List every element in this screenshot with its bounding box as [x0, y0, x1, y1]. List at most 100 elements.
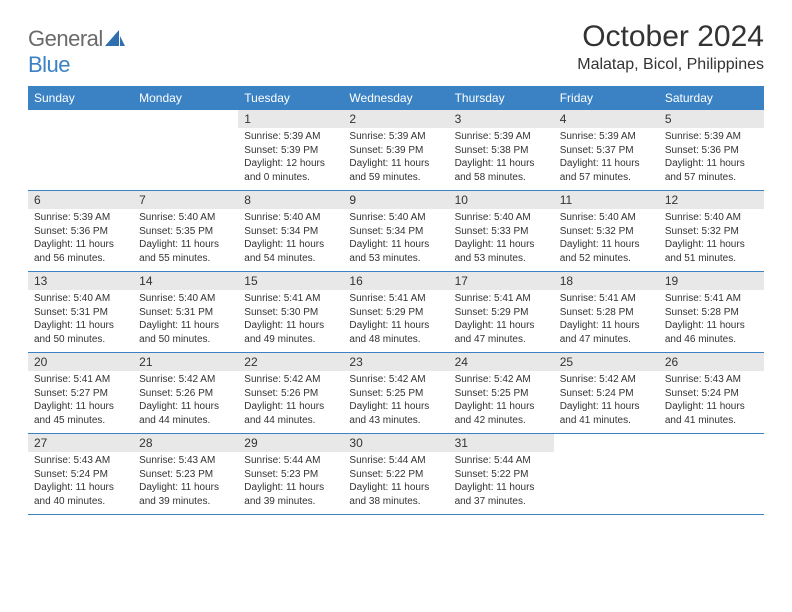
- day-number: 31: [449, 434, 554, 452]
- sunrise-line: Sunrise: 5:40 AM: [665, 211, 758, 225]
- day-content: Sunrise: 5:43 AMSunset: 5:24 PMDaylight:…: [28, 452, 133, 514]
- sunset-line: Sunset: 5:33 PM: [455, 225, 548, 239]
- day-content: Sunrise: 5:40 AMSunset: 5:34 PMDaylight:…: [238, 209, 343, 271]
- day-content: Sunrise: 5:39 AMSunset: 5:36 PMDaylight:…: [659, 128, 764, 190]
- day-cell: 23Sunrise: 5:42 AMSunset: 5:25 PMDayligh…: [343, 353, 448, 433]
- day-header-cell: Saturday: [659, 86, 764, 110]
- daylight-line: Daylight: 11 hours and 47 minutes.: [560, 319, 653, 346]
- sunset-line: Sunset: 5:28 PM: [560, 306, 653, 320]
- title-block: October 2024 Malatap, Bicol, Philippines: [577, 20, 764, 74]
- daylight-line: Daylight: 11 hours and 52 minutes.: [560, 238, 653, 265]
- day-cell: 3Sunrise: 5:39 AMSunset: 5:38 PMDaylight…: [449, 110, 554, 190]
- day-number: 5: [659, 110, 764, 128]
- sunset-line: Sunset: 5:24 PM: [34, 468, 127, 482]
- day-number: 7: [133, 191, 238, 209]
- day-number: 1: [238, 110, 343, 128]
- daylight-line: Daylight: 11 hours and 49 minutes.: [244, 319, 337, 346]
- sunrise-line: Sunrise: 5:42 AM: [244, 373, 337, 387]
- day-number: 29: [238, 434, 343, 452]
- sunset-line: Sunset: 5:29 PM: [349, 306, 442, 320]
- daylight-line: Daylight: 11 hours and 46 minutes.: [665, 319, 758, 346]
- logo: General Blue: [28, 20, 125, 78]
- day-content: Sunrise: 5:44 AMSunset: 5:22 PMDaylight:…: [343, 452, 448, 514]
- day-number: 3: [449, 110, 554, 128]
- sunset-line: Sunset: 5:25 PM: [349, 387, 442, 401]
- day-header-row: SundayMondayTuesdayWednesdayThursdayFrid…: [28, 86, 764, 110]
- daylight-line: Daylight: 11 hours and 39 minutes.: [139, 481, 232, 508]
- day-number: 24: [449, 353, 554, 371]
- sunset-line: Sunset: 5:36 PM: [665, 144, 758, 158]
- day-content: Sunrise: 5:40 AMSunset: 5:31 PMDaylight:…: [28, 290, 133, 352]
- day-content: Sunrise: 5:41 AMSunset: 5:28 PMDaylight:…: [659, 290, 764, 352]
- sunset-line: Sunset: 5:35 PM: [139, 225, 232, 239]
- sunrise-line: Sunrise: 5:40 AM: [560, 211, 653, 225]
- sunrise-line: Sunrise: 5:43 AM: [139, 454, 232, 468]
- day-cell: 27Sunrise: 5:43 AMSunset: 5:24 PMDayligh…: [28, 434, 133, 514]
- sunrise-line: Sunrise: 5:42 AM: [560, 373, 653, 387]
- daylight-line: Daylight: 11 hours and 50 minutes.: [34, 319, 127, 346]
- sunrise-line: Sunrise: 5:40 AM: [139, 211, 232, 225]
- day-content: Sunrise: 5:42 AMSunset: 5:24 PMDaylight:…: [554, 371, 659, 433]
- day-number: 23: [343, 353, 448, 371]
- sunset-line: Sunset: 5:24 PM: [665, 387, 758, 401]
- sunrise-line: Sunrise: 5:42 AM: [139, 373, 232, 387]
- sunset-line: Sunset: 5:39 PM: [244, 144, 337, 158]
- day-content: Sunrise: 5:41 AMSunset: 5:29 PMDaylight:…: [449, 290, 554, 352]
- day-cell: 16Sunrise: 5:41 AMSunset: 5:29 PMDayligh…: [343, 272, 448, 352]
- sunset-line: Sunset: 5:31 PM: [139, 306, 232, 320]
- daylight-line: Daylight: 11 hours and 53 minutes.: [455, 238, 548, 265]
- day-number: 2: [343, 110, 448, 128]
- day-number: 15: [238, 272, 343, 290]
- day-content: Sunrise: 5:42 AMSunset: 5:26 PMDaylight:…: [133, 371, 238, 433]
- day-cell: 13Sunrise: 5:40 AMSunset: 5:31 PMDayligh…: [28, 272, 133, 352]
- daylight-line: Daylight: 11 hours and 48 minutes.: [349, 319, 442, 346]
- daylight-line: Daylight: 11 hours and 44 minutes.: [244, 400, 337, 427]
- sunset-line: Sunset: 5:34 PM: [244, 225, 337, 239]
- day-number: 11: [554, 191, 659, 209]
- daylight-line: Daylight: 11 hours and 37 minutes.: [455, 481, 548, 508]
- day-number: 6: [28, 191, 133, 209]
- daylight-line: Daylight: 11 hours and 55 minutes.: [139, 238, 232, 265]
- day-header-cell: Wednesday: [343, 86, 448, 110]
- sunrise-line: Sunrise: 5:39 AM: [34, 211, 127, 225]
- day-content: Sunrise: 5:40 AMSunset: 5:35 PMDaylight:…: [133, 209, 238, 271]
- sunset-line: Sunset: 5:27 PM: [34, 387, 127, 401]
- day-number: 4: [554, 110, 659, 128]
- day-content: Sunrise: 5:40 AMSunset: 5:34 PMDaylight:…: [343, 209, 448, 271]
- day-cell: 8Sunrise: 5:40 AMSunset: 5:34 PMDaylight…: [238, 191, 343, 271]
- day-cell: 21Sunrise: 5:42 AMSunset: 5:26 PMDayligh…: [133, 353, 238, 433]
- day-cell: 5Sunrise: 5:39 AMSunset: 5:36 PMDaylight…: [659, 110, 764, 190]
- sunset-line: Sunset: 5:36 PM: [34, 225, 127, 239]
- day-header-cell: Friday: [554, 86, 659, 110]
- day-cell: 14Sunrise: 5:40 AMSunset: 5:31 PMDayligh…: [133, 272, 238, 352]
- sunrise-line: Sunrise: 5:44 AM: [455, 454, 548, 468]
- day-content: Sunrise: 5:42 AMSunset: 5:26 PMDaylight:…: [238, 371, 343, 433]
- sunset-line: Sunset: 5:22 PM: [349, 468, 442, 482]
- week-row: 1Sunrise: 5:39 AMSunset: 5:39 PMDaylight…: [28, 110, 764, 191]
- day-number: 26: [659, 353, 764, 371]
- daylight-line: Daylight: 12 hours and 0 minutes.: [244, 157, 337, 184]
- day-cell: 9Sunrise: 5:40 AMSunset: 5:34 PMDaylight…: [343, 191, 448, 271]
- daylight-line: Daylight: 11 hours and 57 minutes.: [560, 157, 653, 184]
- sunrise-line: Sunrise: 5:39 AM: [244, 130, 337, 144]
- day-cell: 11 Sunrise: 5:40 AMSunset: 5:32 PMDayligh…: [554, 191, 659, 271]
- day-cell: 28Sunrise: 5:43 AMSunset: 5:23 PMDayligh…: [133, 434, 238, 514]
- day-cell: 15Sunrise: 5:41 AMSunset: 5:30 PMDayligh…: [238, 272, 343, 352]
- sunrise-line: Sunrise: 5:43 AM: [34, 454, 127, 468]
- day-cell: [659, 434, 764, 514]
- day-content: Sunrise: 5:41 AMSunset: 5:30 PMDaylight:…: [238, 290, 343, 352]
- week-row: 20Sunrise: 5:41 AMSunset: 5:27 PMDayligh…: [28, 353, 764, 434]
- sunrise-line: Sunrise: 5:39 AM: [455, 130, 548, 144]
- day-content: Sunrise: 5:41 AMSunset: 5:28 PMDaylight:…: [554, 290, 659, 352]
- daylight-line: Daylight: 11 hours and 38 minutes.: [349, 481, 442, 508]
- sunrise-line: Sunrise: 5:44 AM: [244, 454, 337, 468]
- day-cell: 4Sunrise: 5:39 AMSunset: 5:37 PMDaylight…: [554, 110, 659, 190]
- daylight-line: Daylight: 11 hours and 44 minutes.: [139, 400, 232, 427]
- day-cell: 22Sunrise: 5:42 AMSunset: 5:26 PMDayligh…: [238, 353, 343, 433]
- day-number: 12: [659, 191, 764, 209]
- sunset-line: Sunset: 5:32 PM: [560, 225, 653, 239]
- day-number: 20: [28, 353, 133, 371]
- day-content: Sunrise: 5:41 AMSunset: 5:29 PMDaylight:…: [343, 290, 448, 352]
- daylight-line: Daylight: 11 hours and 43 minutes.: [349, 400, 442, 427]
- day-number: 28: [133, 434, 238, 452]
